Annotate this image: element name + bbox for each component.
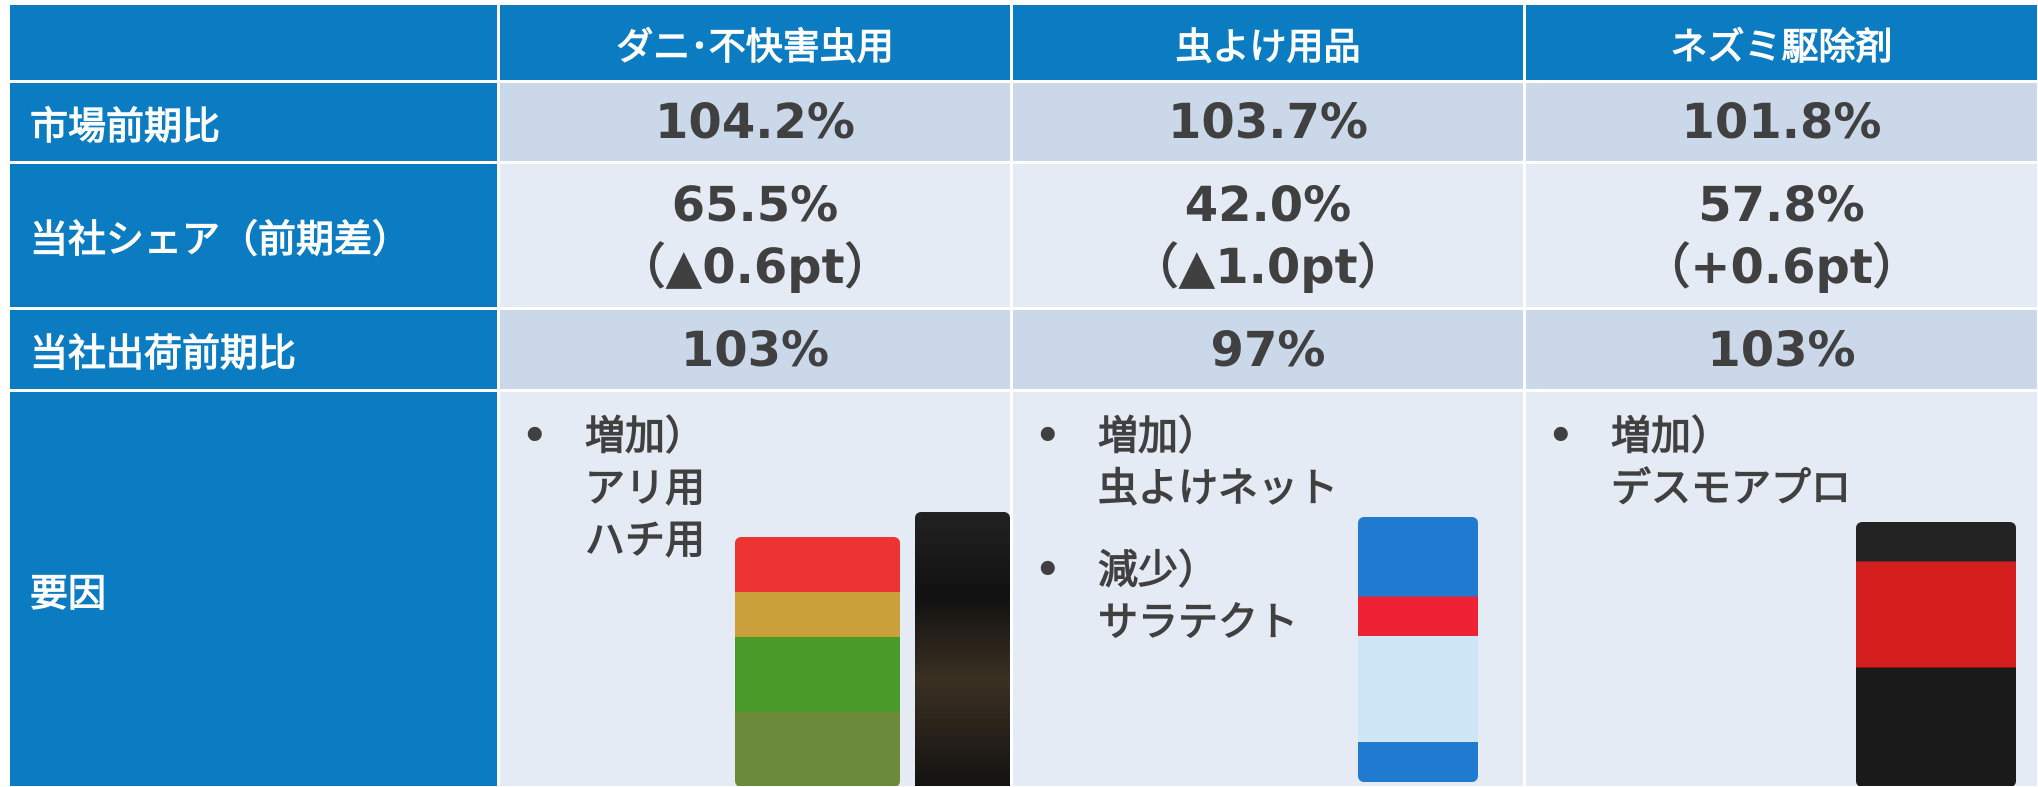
value-text: 103% [680,321,830,378]
factor-heading: 減少） [1098,547,1218,593]
factor-item: 虫よけネット [1098,465,1338,511]
column-header: ダニ･不快害虫用 [500,5,1010,80]
factor-heading: 増加） [585,413,705,459]
value-cell: 103% [1526,310,2037,389]
value-text: 101.8% [1681,94,1882,150]
factor-heading: 増加） [1098,413,1218,459]
column-header: 虫よけ用品 [1013,5,1523,80]
row-label-cell: 要因 [10,392,497,786]
value-text: 42.0% [1184,176,1352,233]
value-text: 104.2% [655,94,855,150]
value-text: 103.7% [1168,94,1368,150]
product-image [735,537,900,786]
product-image [1856,522,2016,786]
corner-cell [10,5,497,80]
factor-item: サラテクト [1098,599,1298,645]
bullet: • [522,413,548,459]
factor-cell: • 増加） アリ用ハチ用 [500,392,1010,786]
value-cell: 42.0% （▲1.0pt） [1013,164,1523,307]
value-text: （▲1.0pt） [1130,238,1406,295]
column-header: ネズミ駆除剤 [1526,5,2037,80]
bullet: • [1035,547,1061,593]
value-cell: 103.7% [1013,83,1523,161]
factor-group: • 増加） デスモアプロ [1526,410,1851,514]
factor-item: アリ用 [585,465,705,511]
row-label: 市場前期比 [30,103,221,148]
value-text: 65.5% [671,176,839,233]
product-image [915,512,1010,786]
value-cell: 57.8% （+0.6pt） [1526,164,2037,307]
factor-group: • 増加） 虫よけネット [1013,410,1338,514]
row-label: 当社シェア（前期差） [30,217,411,261]
value-text: 103% [1707,321,1856,378]
value-cell: 97% [1013,310,1523,389]
factor-group: • 減少） サラテクト [1013,544,1298,648]
value-cell: 65.5% （▲0.6pt） [500,164,1010,307]
value-text: 97% [1210,321,1326,378]
row-label-cell: 市場前期比 [10,83,497,161]
product-image [1358,517,1478,782]
factor-item: デスモアプロ [1611,465,1851,511]
bullet: • [1035,413,1061,459]
factor-cell: • 増加） 虫よけネット • 減少） サラテクト [1013,392,1523,786]
bullet: • [1548,413,1574,459]
factor-item: ハチ用 [585,517,705,563]
value-cell: 101.8% [1526,83,2037,161]
row-label: 要因 [30,570,107,615]
table: ダニ･不快害虫用 虫よけ用品 ネズミ駆除剤市場前期比 104.2% 103.7% 101.… [10,5,2038,787]
row-label: 当社出荷前期比 [30,331,297,375]
value-cell: 103% [500,310,1010,389]
value-cell: 104.2% [500,83,1010,161]
factor-group: • 増加） アリ用ハチ用 [500,410,705,566]
value-text: 57.8% [1698,176,1865,233]
value-text: （▲0.6pt） [617,238,893,295]
row-label-cell: 当社シェア（前期差） [10,164,497,307]
factor-cell: • 増加） デスモアプロ [1526,392,2037,786]
factor-heading: 増加） [1611,413,1731,459]
row-label-cell: 当社出荷前期比 [10,310,497,389]
value-text: （+0.6pt） [1642,238,1921,295]
